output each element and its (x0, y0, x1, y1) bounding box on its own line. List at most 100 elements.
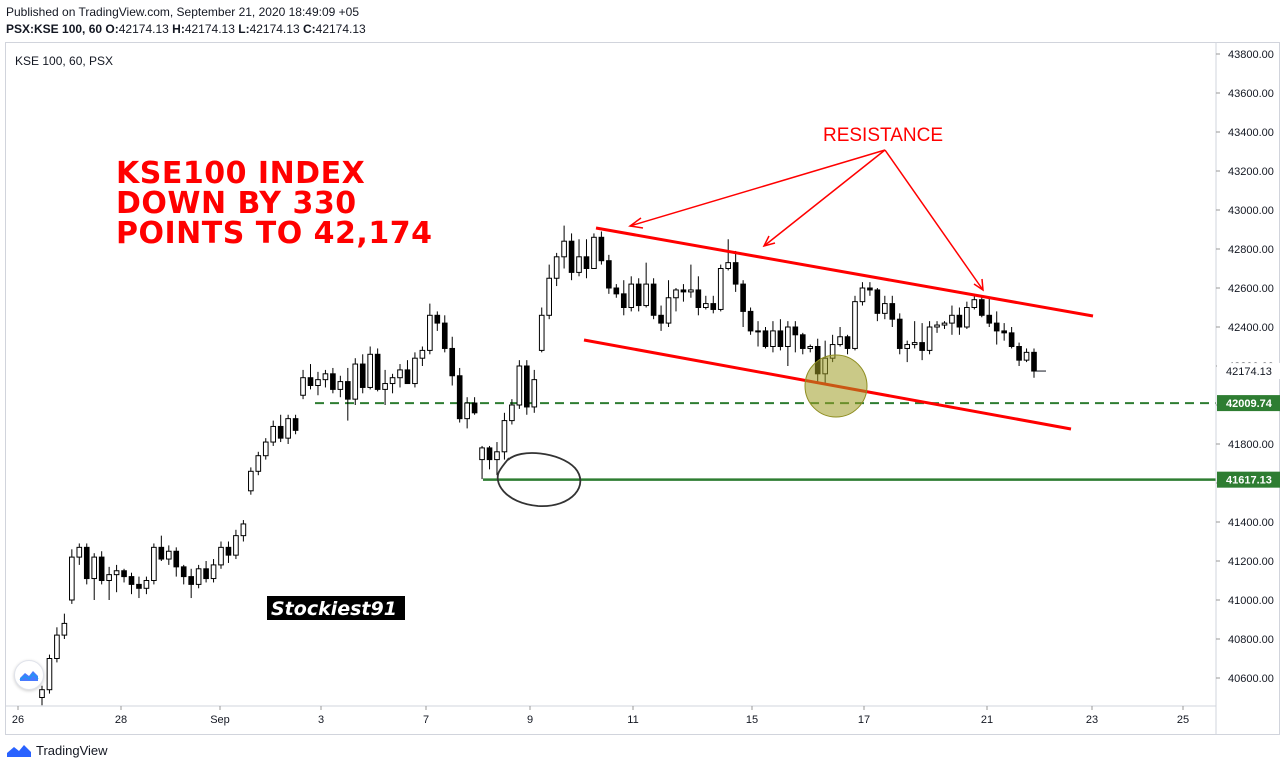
candle[interactable] (680, 284, 687, 302)
candle[interactable] (337, 375, 344, 398)
candle[interactable] (546, 264, 553, 320)
candle[interactable] (61, 613, 68, 639)
candle[interactable] (188, 568, 194, 599)
candle[interactable] (553, 252, 560, 287)
candle[interactable] (404, 360, 411, 385)
candle[interactable] (598, 231, 605, 265)
candle[interactable] (434, 311, 441, 331)
candle[interactable] (755, 321, 761, 347)
candle[interactable] (643, 262, 649, 308)
candle[interactable] (479, 445, 485, 480)
candle[interactable] (882, 295, 888, 320)
candle[interactable] (322, 369, 329, 388)
candle[interactable] (673, 288, 679, 312)
candle[interactable] (83, 543, 90, 585)
candle[interactable] (352, 358, 359, 405)
candle[interactable] (76, 543, 83, 565)
candle[interactable] (770, 321, 776, 353)
candle[interactable] (165, 545, 172, 565)
candle[interactable] (799, 332, 806, 355)
candle[interactable] (859, 282, 866, 306)
candle[interactable] (1001, 323, 1007, 341)
candle[interactable] (538, 307, 545, 353)
candle[interactable] (941, 321, 948, 329)
candle[interactable] (785, 321, 791, 366)
candle[interactable] (606, 254, 612, 294)
candle[interactable] (934, 321, 940, 333)
candle[interactable] (113, 564, 120, 593)
candle[interactable] (300, 369, 306, 400)
candle[interactable] (225, 541, 232, 563)
candle[interactable] (203, 561, 209, 583)
candle[interactable] (374, 348, 381, 392)
candle[interactable] (180, 564, 187, 585)
candle[interactable] (703, 295, 709, 310)
candle[interactable] (106, 566, 112, 600)
candle[interactable] (1016, 342, 1022, 366)
candle[interactable] (740, 280, 746, 327)
candle[interactable] (1031, 348, 1037, 378)
candle[interactable] (285, 414, 291, 444)
candle[interactable] (449, 336, 456, 386)
candle[interactable] (792, 321, 799, 353)
candle[interactable] (725, 239, 732, 271)
candle[interactable] (978, 295, 985, 318)
candle[interactable] (583, 239, 590, 279)
candle[interactable] (46, 654, 53, 694)
candle[interactable] (964, 301, 970, 329)
candle[interactable] (904, 340, 911, 363)
candle[interactable] (471, 397, 478, 415)
candle[interactable] (844, 334, 851, 355)
candle[interactable] (359, 354, 366, 394)
candle[interactable] (173, 547, 180, 577)
candle[interactable] (561, 225, 567, 269)
candle[interactable] (389, 373, 396, 394)
candle[interactable] (277, 414, 284, 443)
candle[interactable] (889, 295, 896, 327)
candle[interactable] (665, 280, 672, 327)
candle[interactable] (441, 315, 448, 353)
candle[interactable] (747, 307, 754, 335)
candle[interactable] (620, 280, 627, 316)
candle[interactable] (397, 364, 403, 388)
candle[interactable] (427, 303, 433, 355)
chart-frame[interactable] (5, 42, 1280, 735)
candle[interactable] (143, 576, 150, 595)
candle[interactable] (382, 369, 388, 405)
candle[interactable] (121, 568, 127, 583)
candle[interactable] (98, 551, 105, 585)
candle[interactable] (91, 553, 98, 600)
candle[interactable] (344, 367, 351, 421)
candle[interactable] (635, 278, 642, 312)
candle[interactable] (777, 319, 784, 351)
candle[interactable] (195, 564, 202, 589)
candle[interactable] (248, 467, 254, 495)
candle[interactable] (591, 233, 597, 270)
candle[interactable] (494, 442, 500, 476)
candle[interactable] (330, 367, 336, 394)
candle[interactable] (128, 572, 135, 595)
candle[interactable] (1023, 348, 1030, 363)
candle[interactable] (509, 399, 515, 425)
candle[interactable] (136, 576, 142, 599)
candle[interactable] (501, 412, 508, 460)
candle[interactable] (218, 541, 224, 569)
candle[interactable] (233, 529, 239, 560)
candle[interactable] (367, 346, 373, 390)
candle[interactable] (807, 344, 814, 353)
candle[interactable] (516, 360, 523, 409)
candlesticks[interactable] (39, 225, 1037, 706)
candle[interactable] (695, 276, 702, 316)
candle[interactable] (650, 278, 657, 320)
candle[interactable] (255, 451, 262, 476)
candle[interactable] (926, 321, 933, 355)
candle[interactable] (262, 438, 269, 460)
candle[interactable] (523, 360, 530, 415)
candle[interactable] (867, 282, 873, 296)
candle[interactable] (568, 233, 575, 281)
candle[interactable] (270, 420, 277, 446)
candle[interactable] (919, 323, 925, 361)
candle[interactable] (896, 313, 903, 355)
candle[interactable] (613, 284, 620, 298)
candle[interactable] (151, 543, 157, 585)
